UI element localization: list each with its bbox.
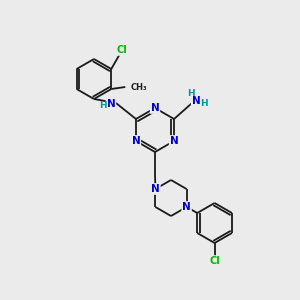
Text: N: N <box>182 202 191 212</box>
Text: N: N <box>192 96 200 106</box>
Text: N: N <box>151 184 160 194</box>
Text: N: N <box>132 136 140 146</box>
Text: N: N <box>170 136 178 146</box>
Text: H: H <box>200 98 208 107</box>
Text: Cl: Cl <box>209 256 220 266</box>
Text: N: N <box>151 103 159 113</box>
Text: N: N <box>106 99 115 109</box>
Text: Cl: Cl <box>117 45 128 55</box>
Text: H: H <box>99 101 107 110</box>
Text: H: H <box>187 88 195 98</box>
Text: CH₃: CH₃ <box>130 82 147 91</box>
